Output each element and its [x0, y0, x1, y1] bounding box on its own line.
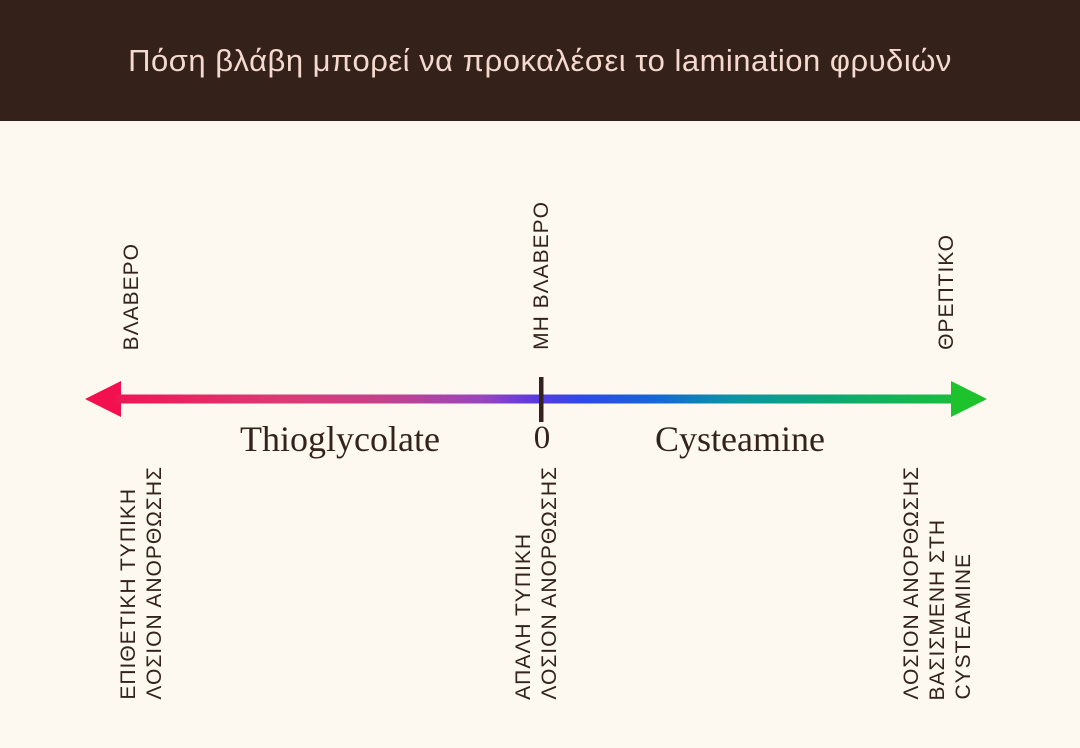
bottom-label-line: ΑΠΑΛΗ ΤΥΠΙΚΗ	[512, 533, 535, 700]
bottom-label-line: ΛΟΣΙΟΝ ΑΝΟΡΘΩΣΗΣ	[143, 466, 167, 700]
title-banner: Πόση βλάβη μπορεί να προκαλέσει το lamin…	[0, 0, 1080, 121]
zero-tick	[539, 377, 544, 422]
bottom-label-line: ΕΠΙΘΕΤΙΚΗ ΤΥΠΙΚΗ	[117, 488, 140, 700]
bottom-label-line: ΛΟΣΙΟΝ ΑΝΟΡΘΩΣΗΣ	[900, 466, 923, 700]
axis-label-thioglycolate: Thioglycolate	[240, 419, 440, 459]
arrow-head-left-icon	[85, 381, 121, 417]
page-title: Πόση βλάβη μπορεί να προκαλέσει το lamin…	[128, 42, 952, 78]
axis-label-cysteamine: Cysteamine	[655, 419, 825, 459]
top-label-harmful: ΒΛΑΒΕΡΟ	[120, 242, 143, 350]
top-label-nourishing: ΘΡΕΠΤΙΚΟ	[935, 234, 958, 350]
arrow-head-right-icon	[951, 381, 987, 417]
bottom-label-line: CYSTEAMINE	[952, 553, 976, 700]
axis-label-zero: 0	[533, 420, 551, 456]
bottom-label-cysteamine-lotion: ΛΟΣΙΟΝ ΑΝΟΡΘΩΣΗΣ ΒΑΣΙΣΜΕΝΗ ΣΤΗ CYSTEAMIN…	[900, 466, 975, 700]
bottom-label-line: ΒΑΣΙΣΜΕΝΗ ΣΤΗ	[926, 518, 950, 700]
bottom-label-gentle-lotion: ΑΠΑΛΗ ΤΥΠΙΚΗ ΛΟΣΙΟΝ ΑΝΟΡΘΩΣΗΣ	[512, 466, 561, 700]
spectrum-arrow	[85, 377, 987, 422]
bottom-label-line: ΛΟΣΙΟΝ ΑΝΟΡΘΩΣΗΣ	[538, 466, 562, 700]
top-label-not-harmful: ΜΗ ΒΛΑΒΕΡΟ	[530, 201, 553, 350]
bottom-label-aggressive-lotion: ΕΠΙΘΕΤΙΚΗ ΤΥΠΙΚΗ ΛΟΣΙΟΝ ΑΝΟΡΘΩΣΗΣ	[117, 466, 166, 700]
arrow-shaft	[116, 394, 956, 404]
